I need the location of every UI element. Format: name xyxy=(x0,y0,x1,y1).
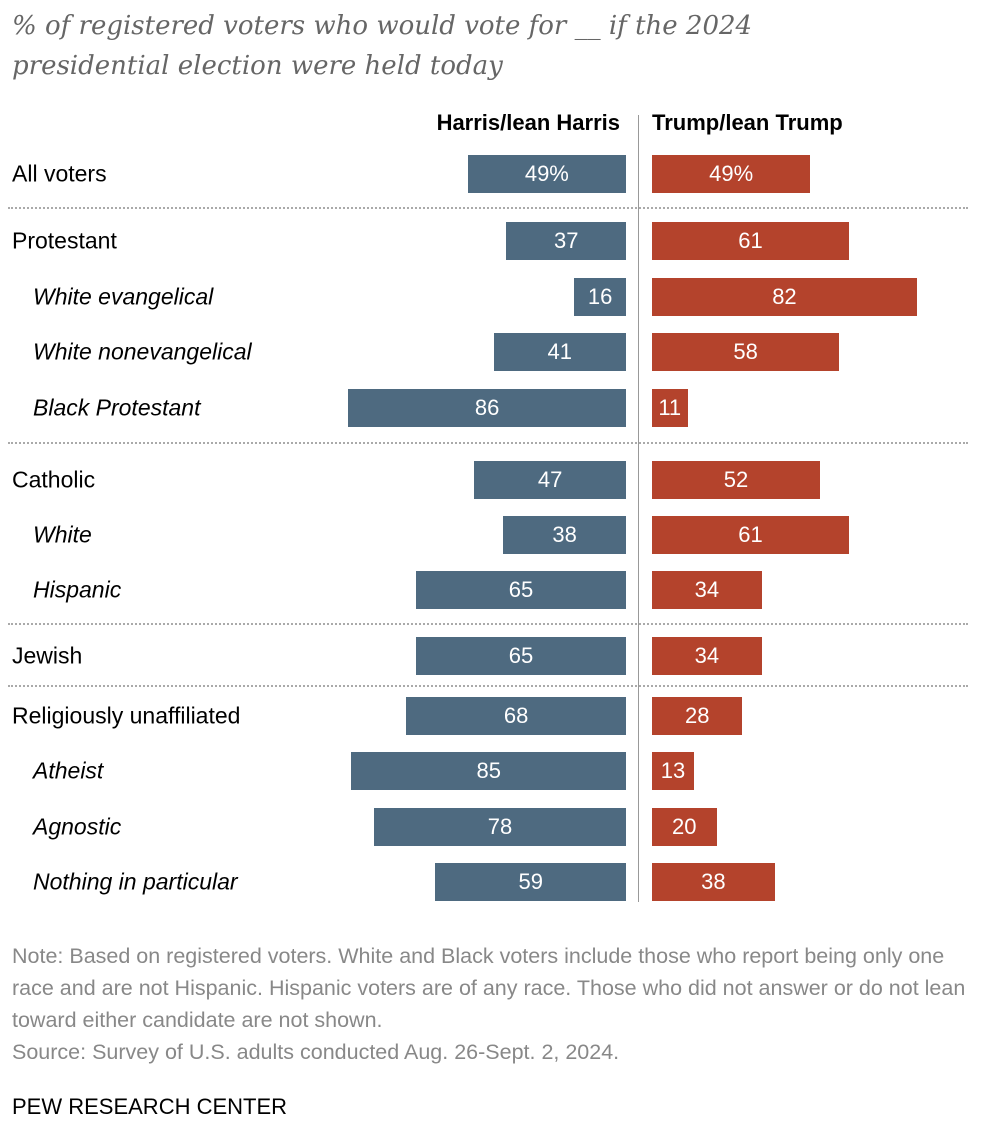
trump-bar: 13 xyxy=(652,752,694,790)
harris-bar: 68 xyxy=(406,697,626,735)
harris-bar: 16 xyxy=(574,278,626,316)
group-divider xyxy=(8,442,968,444)
harris-column-header: Harris/lean Harris xyxy=(436,110,620,135)
trump-bar: 34 xyxy=(652,571,762,609)
chart-note: Note: Based on registered voters. White … xyxy=(12,940,972,1068)
trump-bar: 58 xyxy=(652,333,840,371)
category-label: White xyxy=(33,521,92,548)
trump-bar: 61 xyxy=(652,516,850,554)
trump-column-header: Trump/lean Trump xyxy=(652,110,843,135)
pew-logo-text: PEW RESEARCH CENTER xyxy=(12,1094,288,1119)
harris-bar: 38 xyxy=(503,516,626,554)
category-label: Jewish xyxy=(12,642,83,669)
center-axis-line xyxy=(638,115,639,902)
trump-bar: 11 xyxy=(652,389,688,427)
category-label: White nonevangelical xyxy=(33,338,252,365)
group-divider xyxy=(8,623,968,625)
category-label: Black Protestant xyxy=(33,394,201,421)
trump-bar: 34 xyxy=(652,637,762,675)
harris-bar: 41 xyxy=(493,333,626,371)
category-label: Atheist xyxy=(33,757,104,784)
harris-bar: 86 xyxy=(348,389,626,427)
harris-bar: 65 xyxy=(416,571,626,609)
harris-bar: 65 xyxy=(416,637,626,675)
trump-bar: 61 xyxy=(652,222,850,260)
trump-bar: 49% xyxy=(652,155,811,193)
source-text: Source: Survey of U.S. adults conducted … xyxy=(12,1040,620,1064)
trump-bar: 20 xyxy=(652,808,717,846)
harris-bar: 59 xyxy=(435,863,626,901)
note-text: Note: Based on registered voters. White … xyxy=(12,944,966,1032)
category-label: Hispanic xyxy=(33,576,122,603)
trump-bar: 28 xyxy=(652,697,743,735)
group-divider xyxy=(8,685,968,687)
trump-bar: 52 xyxy=(652,461,820,499)
category-label: Nothing in particular xyxy=(33,868,238,895)
category-label: Catholic xyxy=(12,466,96,493)
category-label: Protestant xyxy=(12,227,117,254)
category-label: Religiously unaffiliated xyxy=(12,702,241,729)
category-label: Agnostic xyxy=(33,813,122,840)
trump-bar: 38 xyxy=(652,863,775,901)
trump-bar: 82 xyxy=(652,278,917,316)
harris-bar: 85 xyxy=(351,752,626,790)
group-divider xyxy=(8,207,968,209)
harris-bar: 49% xyxy=(467,155,626,193)
harris-bar: 47 xyxy=(474,461,626,499)
category-label: White evangelical xyxy=(33,283,214,310)
harris-bar: 37 xyxy=(506,222,626,260)
category-label: All voters xyxy=(12,160,107,187)
harris-bar: 78 xyxy=(374,808,626,846)
chart-title: % of registered voters who would vote fo… xyxy=(12,11,753,81)
